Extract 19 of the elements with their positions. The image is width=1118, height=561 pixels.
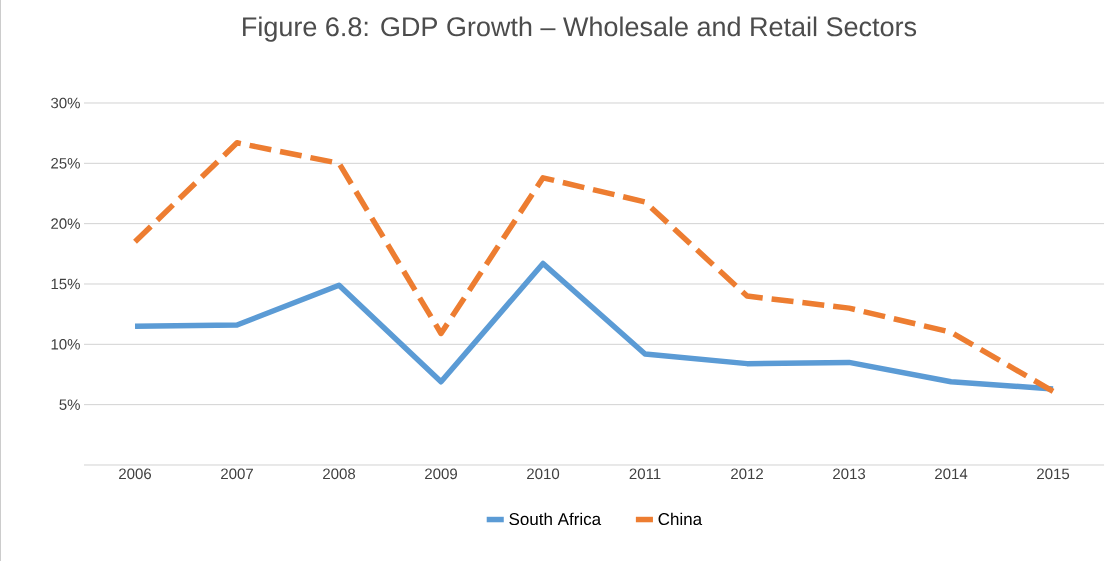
chart-title: Figure 6.8: GDP Growth – Wholesale and Retail Sectors [243, 16, 917, 42]
y-tick-label: 25% [51, 158, 80, 169]
y-tick-label: 20% [51, 218, 80, 229]
y-tick-label: 10% [51, 339, 80, 350]
x-tick-label: 2012 [731, 468, 763, 480]
y-tick-label: 5% [59, 399, 80, 410]
x-tick-label: 2015 [1037, 468, 1070, 480]
x-tick-label: 2010 [527, 468, 560, 480]
x-tick-label: 2011 [629, 468, 661, 480]
x-tick-label: 2009 [425, 468, 457, 480]
y-tick-label: 30% [51, 97, 80, 109]
x-tick-label: 2007 [221, 468, 253, 480]
x-tick-label: 2014 [935, 468, 968, 480]
legend-label: China [658, 512, 703, 526]
x-tick-label: 2013 [833, 468, 866, 480]
x-tick-label: 2008 [323, 468, 356, 480]
y-tick-label: 15% [51, 278, 80, 290]
x-tick-label: 2006 [119, 468, 152, 480]
legend-label: South Africa [509, 512, 602, 526]
